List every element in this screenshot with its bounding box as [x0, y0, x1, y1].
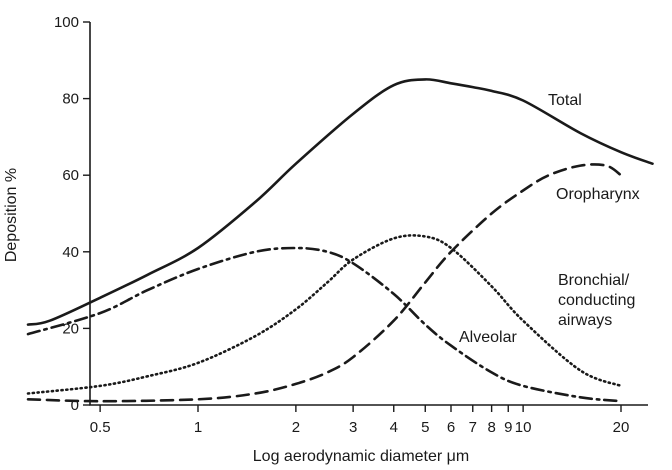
series-label-bronchial-3: airways	[558, 312, 612, 329]
y-tick-label: 0	[71, 397, 79, 414]
axis-lines	[89, 22, 648, 406]
series-label-bronchial-1: Bronchial/	[558, 272, 630, 289]
axes: 0 20 40 60 80 100 0.5 1 2 3 4 5 6 7 8 9 10 20	[54, 14, 648, 436]
y-tick-label: 20	[62, 320, 79, 337]
y-tick-label: 40	[62, 244, 79, 261]
x-tick-label: 7	[469, 419, 477, 436]
x-tick-label: 5	[421, 419, 429, 436]
x-tick-label: 6	[447, 419, 455, 436]
y-tick-label: 80	[62, 91, 79, 108]
series-label-total: Total	[548, 92, 582, 109]
y-tick-label: 60	[62, 167, 79, 184]
series-label-alveolar: Alveolar	[459, 329, 517, 346]
curve-total	[26, 78, 654, 326]
x-tick-label: 0.5	[90, 419, 111, 436]
x-tick-label: 8	[487, 419, 495, 436]
curves	[26, 78, 654, 403]
x-tick-label: 4	[390, 419, 398, 436]
series-labels: Total Oropharynx Alveolar Bronchial/ con…	[459, 92, 640, 346]
series-label-bronchial-2: conducting	[558, 292, 635, 309]
x-tick-label: 3	[349, 419, 357, 436]
x-tick-label: 20	[613, 419, 630, 436]
curve-alveolar	[26, 246, 623, 403]
curve-oropharynx	[26, 163, 623, 403]
x-axis-title: Log aerodynamic diameter μm	[253, 448, 469, 465]
y-axis-title: Deposition %	[3, 168, 20, 262]
series-label-oropharynx: Oropharynx	[556, 186, 640, 203]
x-tick-label: 9	[504, 419, 512, 436]
x-tick-label: 10	[515, 419, 532, 436]
curve-bronchial-conducting-airways	[26, 234, 623, 395]
x-tick-label: 1	[194, 419, 202, 436]
y-tick-label: 100	[54, 14, 79, 31]
x-tick-label: 2	[292, 419, 300, 436]
